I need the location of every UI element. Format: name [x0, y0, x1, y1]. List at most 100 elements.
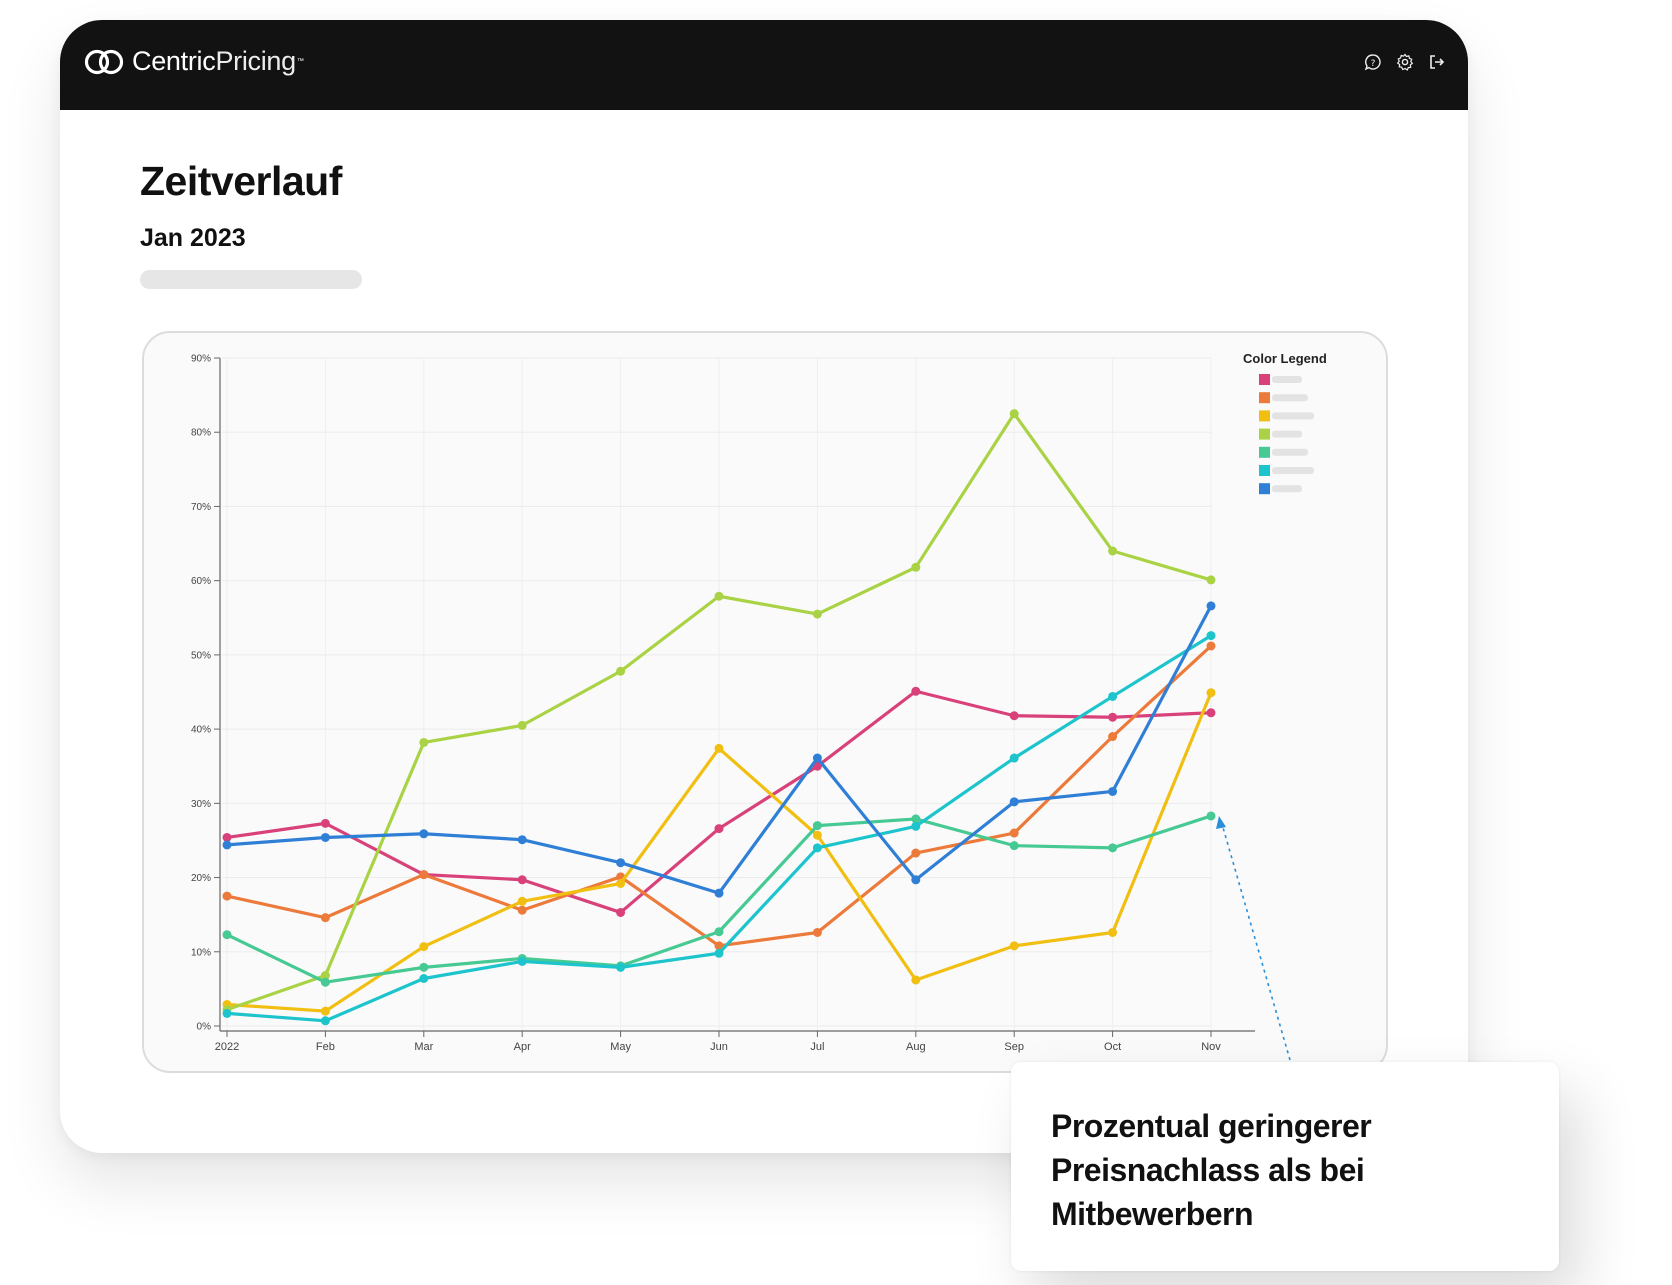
data-point: [1108, 843, 1118, 853]
data-point: [911, 686, 921, 696]
data-point: [517, 896, 527, 906]
legend-label-blurred: [1272, 376, 1302, 383]
data-point: [812, 821, 822, 831]
data-point: [911, 821, 921, 831]
brand-tm: ™: [296, 58, 304, 65]
data-point: [419, 737, 429, 747]
legend-label-blurred: [1272, 430, 1302, 438]
data-point: [812, 609, 822, 619]
data-point: [320, 1016, 330, 1026]
period-label: Jan 2023: [140, 224, 246, 252]
data-point: [1108, 732, 1118, 742]
settings-gear-icon[interactable]: [1396, 53, 1414, 71]
data-point: [1108, 712, 1118, 722]
page-title: Zeitverlauf: [140, 158, 342, 204]
x-tick-label: Nov: [1201, 1041, 1221, 1053]
y-tick-label: 30%: [191, 799, 211, 810]
logout-icon[interactable]: [1428, 53, 1446, 71]
series-7: [222, 601, 1216, 898]
data-point: [320, 977, 330, 987]
legend-swatch: [1259, 374, 1270, 385]
chart-panel: [142, 331, 1388, 1073]
help-chat-icon[interactable]: ?: [1364, 53, 1382, 71]
y-tick-label: 90%: [191, 354, 211, 365]
data-point: [1206, 575, 1216, 585]
x-tick-label: Feb: [316, 1041, 335, 1053]
data-point: [419, 973, 429, 983]
y-tick-label: 10%: [191, 947, 211, 958]
data-point: [517, 956, 527, 966]
legend-label-blurred: [1272, 467, 1314, 474]
data-point: [1206, 601, 1216, 611]
y-tick-label: 40%: [191, 725, 211, 736]
y-tick-label: 60%: [191, 576, 211, 587]
series-2: [222, 641, 1216, 951]
data-point: [616, 858, 626, 868]
callout-text: Prozentual geringerer Preisnachlass als …: [1051, 1108, 1372, 1232]
brand-primary: Centric: [132, 46, 216, 76]
series-5: [222, 811, 1216, 987]
data-point: [714, 948, 724, 958]
data-point: [812, 753, 822, 763]
data-point: [812, 761, 822, 771]
data-point: [714, 941, 724, 951]
x-tick-label: Aug: [906, 1041, 926, 1053]
brand-logo[interactable]: Centric Pricing ™: [84, 46, 304, 77]
series-4: [222, 409, 1216, 1015]
data-point: [714, 888, 724, 898]
data-point: [1009, 753, 1019, 763]
series-6: [222, 631, 1216, 1026]
data-point: [911, 875, 921, 885]
data-point: [911, 814, 921, 824]
legend-swatch: [1259, 483, 1270, 495]
data-point: [714, 743, 724, 753]
data-point: [1206, 708, 1216, 718]
data-point: [1009, 841, 1019, 851]
legend-swatch: [1259, 392, 1270, 404]
data-point: [222, 1008, 232, 1018]
data-point: [1108, 691, 1118, 701]
data-point: [911, 975, 921, 985]
series-3: [222, 688, 1216, 1016]
logo-rings-icon: [84, 49, 124, 74]
data-point: [1108, 786, 1118, 796]
color-legend: Color Legend: [1243, 351, 1327, 495]
y-tick-label: 0%: [197, 1022, 212, 1033]
data-point: [1009, 797, 1019, 807]
series-lines: [222, 409, 1216, 1026]
data-point: [1206, 811, 1216, 821]
y-tick-label: 80%: [191, 428, 211, 439]
data-point: [222, 840, 232, 850]
data-point: [320, 971, 330, 981]
data-point: [812, 830, 822, 840]
data-point: [419, 962, 429, 972]
data-point: [419, 829, 429, 839]
x-tick-label: 2022: [215, 1041, 239, 1053]
data-point: [1206, 688, 1216, 698]
data-point: [812, 927, 822, 937]
legend-swatch: [1259, 428, 1270, 440]
svg-text:?: ?: [1371, 59, 1376, 69]
data-point: [714, 927, 724, 937]
loading-placeholder-bar: [140, 270, 362, 289]
x-tick-label: Jun: [710, 1041, 728, 1053]
legend-title: Color Legend: [1243, 351, 1327, 366]
legend-swatch: [1259, 446, 1270, 458]
data-point: [419, 942, 429, 952]
legend-label-blurred: [1272, 394, 1308, 402]
x-tick-label: Apr: [514, 1041, 531, 1053]
data-point: [911, 848, 921, 858]
y-tick-label: 20%: [191, 873, 211, 884]
legend-swatch: [1259, 410, 1270, 422]
callout-arrow: [1216, 816, 1291, 1061]
data-point: [419, 870, 429, 880]
x-tick-label: May: [610, 1041, 631, 1053]
data-point: [1206, 631, 1216, 641]
data-point: [1009, 711, 1019, 721]
data-point: [616, 878, 626, 888]
data-point: [616, 907, 626, 917]
data-point: [320, 832, 330, 842]
data-point: [517, 835, 527, 845]
y-tick-label: 70%: [191, 502, 211, 513]
